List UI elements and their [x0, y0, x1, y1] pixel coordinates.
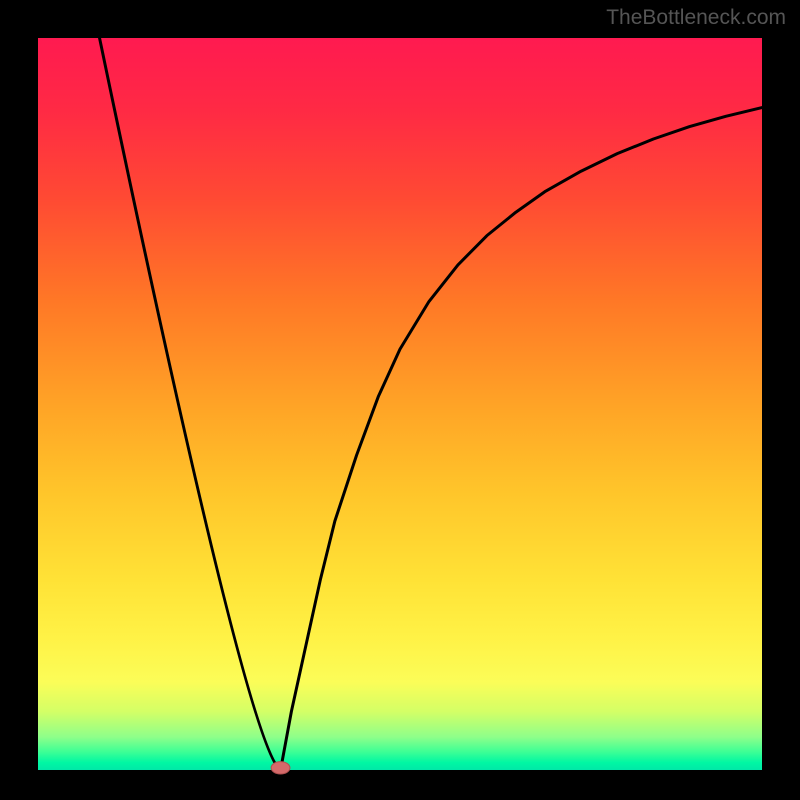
- chart-svg: [0, 0, 800, 800]
- plot-area: [38, 38, 762, 770]
- apex-marker: [271, 762, 290, 774]
- chart-container: TheBottleneck.com: [0, 0, 800, 800]
